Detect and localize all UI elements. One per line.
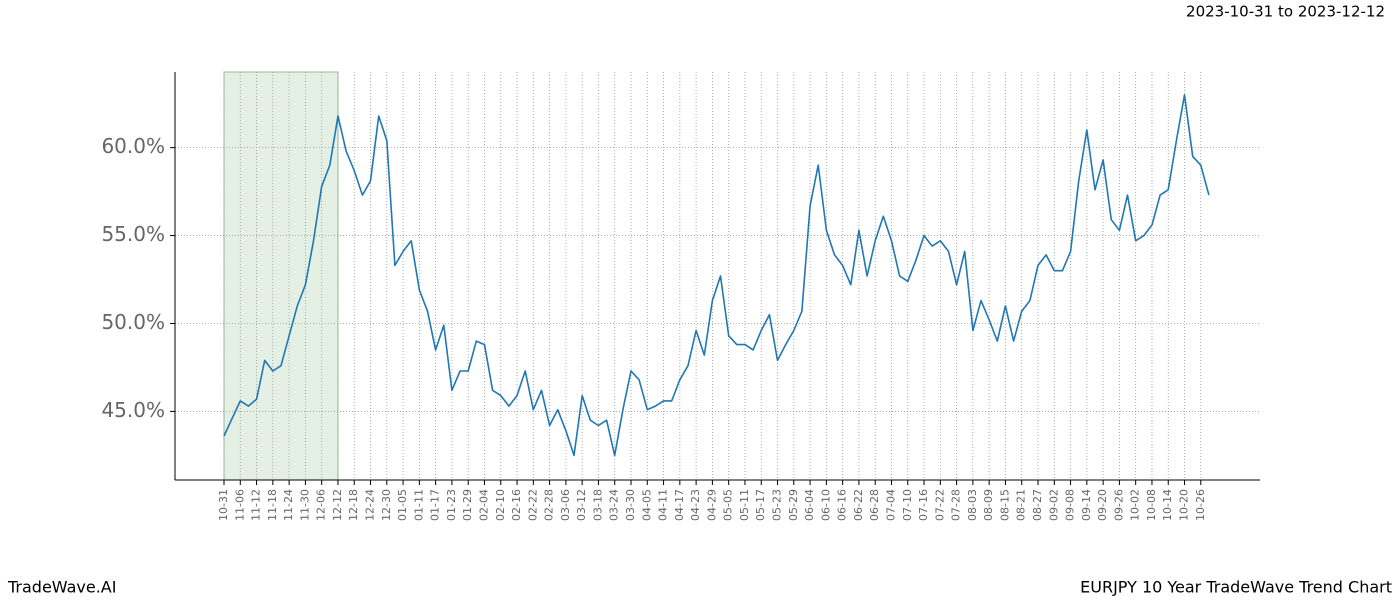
x-tick-label: 05-29 <box>787 489 800 521</box>
x-tick-label: 09-02 <box>1047 489 1060 521</box>
x-tick-label: 03-24 <box>608 489 621 521</box>
x-tick-label: 03-06 <box>559 489 572 521</box>
trend-line <box>223 94 1210 457</box>
y-tick-label: 60.0% <box>101 134 165 158</box>
x-tick-label: 07-28 <box>950 489 963 521</box>
x-tick-label: 09-08 <box>1064 489 1077 521</box>
x-tick-label: 11-06 <box>233 489 246 521</box>
x-tick-label: 08-09 <box>982 489 995 521</box>
x-tick-label: 01-23 <box>445 489 458 521</box>
x-tick-label: 11-24 <box>282 489 295 521</box>
x-tick-label: 05-17 <box>754 489 767 521</box>
x-tick-label: 02-28 <box>543 489 556 521</box>
y-tick-label: 45.0% <box>101 398 165 422</box>
x-tick-label: 02-04 <box>477 489 490 521</box>
x-tick-label: 07-16 <box>917 489 930 521</box>
x-tick-label: 08-15 <box>998 489 1011 521</box>
x-tick-label: 12-24 <box>364 489 377 521</box>
chart-title: 2023-10-31 to 2023-12-12 <box>1186 3 1385 21</box>
x-tick-label: 01-05 <box>396 489 409 521</box>
x-tick-label: 07-22 <box>933 489 946 521</box>
x-tick-label: 02-22 <box>526 489 539 521</box>
x-tick-label: 05-23 <box>771 489 784 521</box>
y-tick-label: 55.0% <box>101 222 165 246</box>
x-tick-label: 03-18 <box>591 489 604 521</box>
x-tick-label: 12-06 <box>315 489 328 521</box>
x-tick-label: 01-17 <box>429 489 442 521</box>
x-tick-label: 07-04 <box>884 489 897 521</box>
x-tick-label: 06-28 <box>868 489 881 521</box>
chart-caption: EURJPY 10 Year TradeWave Trend Chart <box>1080 578 1392 597</box>
x-tick-label: 06-10 <box>819 489 832 521</box>
x-tick-label: 12-30 <box>380 489 393 521</box>
x-tick-label: 08-03 <box>966 489 979 521</box>
x-tick-label: 12-18 <box>347 489 360 521</box>
x-tick-label: 08-21 <box>1015 489 1028 521</box>
brand: TradeWave.AI <box>7 578 116 597</box>
x-tick-label: 07-10 <box>901 489 914 521</box>
x-tick-label: 12-12 <box>331 489 344 521</box>
x-tick-label: 04-29 <box>705 489 718 521</box>
x-tick-label: 02-16 <box>510 489 523 521</box>
x-tick-label: 10-20 <box>1178 489 1191 521</box>
y-tick-label: 50.0% <box>101 310 165 334</box>
x-tick-label: 03-12 <box>575 489 588 521</box>
x-tick-label: 10-14 <box>1161 489 1174 521</box>
x-tick-label: 11-30 <box>298 489 311 521</box>
x-tick-label: 05-11 <box>738 489 751 521</box>
x-tick-label: 03-30 <box>624 489 637 521</box>
x-tick-label: 04-11 <box>657 489 670 521</box>
x-tick-label: 02-10 <box>494 489 507 521</box>
x-tick-label: 11-18 <box>266 489 279 521</box>
x-tick-label: 09-26 <box>1112 489 1125 521</box>
x-tick-label: 08-27 <box>1031 489 1044 521</box>
x-tick-label: 06-16 <box>836 489 849 521</box>
x-tick-label: 01-11 <box>412 489 425 521</box>
x-tick-label: 01-29 <box>461 489 474 521</box>
x-tick-label: 09-20 <box>1096 489 1109 521</box>
x-tick-label: 04-05 <box>640 489 653 521</box>
x-tick-label: 05-05 <box>722 489 735 521</box>
x-tick-label: 11-12 <box>250 489 263 521</box>
x-tick-label: 10-31 <box>217 489 230 521</box>
x-tick-label: 09-14 <box>1080 489 1093 521</box>
x-tick-label: 04-23 <box>689 489 702 521</box>
x-tick-label: 10-08 <box>1145 489 1158 521</box>
x-tick-label: 06-22 <box>852 489 865 521</box>
highlight-span <box>223 71 339 481</box>
x-tick-label: 10-02 <box>1129 489 1142 521</box>
x-tick-label: 06-04 <box>803 489 816 521</box>
x-tick-label: 04-17 <box>673 489 686 521</box>
x-tick-label: 10-26 <box>1194 489 1207 521</box>
